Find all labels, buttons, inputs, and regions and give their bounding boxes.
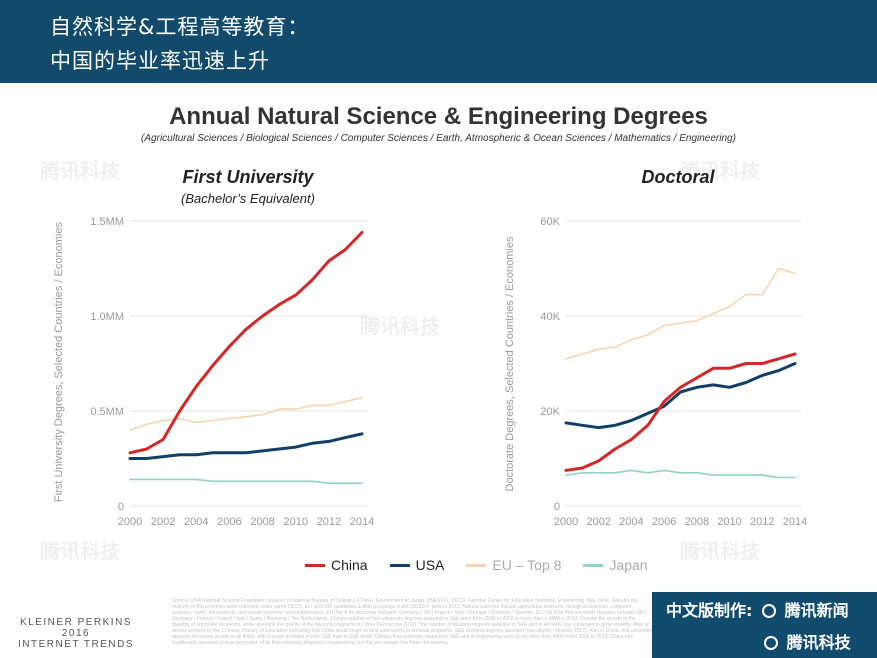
series-line-usa (564, 362, 797, 430)
legend-swatch-eu (466, 563, 487, 567)
x-tick-label: 2014 (783, 516, 807, 528)
badge-row-tech: 腾讯科技 (764, 629, 851, 653)
chart-title: Annual Natural Science & Engineering Deg… (169, 103, 708, 130)
legend-item-usa: USA (389, 557, 445, 573)
legend-swatch-china (305, 563, 325, 567)
watermark-logo: 腾讯科技 (680, 159, 760, 183)
series-line-eu-top-8 (565, 267, 796, 360)
kpcb-logo: KLEINER PERKINS 2016 INTERNET TRENDS (10, 617, 142, 650)
panel-title-first-university: First University (182, 167, 314, 187)
watermark-logo: 腾讯科技 (40, 539, 120, 563)
x-tick-label: 2002 (151, 516, 175, 528)
badge-brand-news: 腾讯新闻 (784, 601, 849, 620)
x-tick-label: 2008 (685, 516, 709, 528)
panel-subtitle-bachelor: (Bachelor’s Equivalent) (181, 191, 315, 206)
y-tick-label: 0 (118, 501, 124, 513)
panel-title-doctoral: Doctoral (641, 167, 715, 187)
x-tick-label: 2008 (250, 516, 274, 528)
chart-subtitle: (Agricultural Sciences / Biological Scie… (141, 133, 736, 144)
header-title-line1: 自然科学&工程高等教育： (50, 15, 310, 39)
x-tick-label: 2012 (750, 516, 774, 528)
series-line-china (564, 352, 797, 472)
series-line-usa (128, 432, 364, 460)
header-title-line2: 中国的毕业率迅速上升 (50, 49, 270, 73)
watermark-logo: 腾讯科技 (680, 539, 760, 563)
y-tick-label: 20K (540, 406, 560, 418)
x-tick-label: 2010 (283, 516, 307, 528)
series-line-japan (129, 478, 363, 485)
x-tick-label: 2006 (217, 516, 241, 528)
series-line-eu-top-8 (129, 396, 363, 431)
series-line-china (128, 230, 364, 455)
x-tick-label: 2014 (350, 516, 374, 528)
x-tick-label: 2000 (554, 516, 578, 528)
legend-item-eu: EU – Top 8 (466, 557, 561, 573)
legend-item-china: China (305, 557, 368, 573)
tencent-logo-icon (761, 604, 776, 618)
y-tick-label: 0 (554, 501, 560, 513)
tencent-logo-icon (764, 636, 778, 650)
y-tick-label: 40K (540, 311, 560, 323)
legend-swatch-usa (389, 563, 410, 567)
report-year: 2016 (61, 628, 91, 639)
x-tick-label: 2012 (317, 516, 341, 528)
legend-label-usa: USA (415, 557, 445, 573)
x-tick-label: 2006 (652, 516, 676, 528)
watermark-logo: 腾讯科技 (360, 314, 440, 338)
watermark-logo: 腾讯科技 (40, 159, 120, 183)
series-line-japan (565, 469, 796, 479)
legend-label-japan: Japan (609, 557, 648, 573)
x-tick-label: 2000 (118, 516, 142, 528)
badge-prefix: 中文版制作: (666, 601, 753, 620)
legend-item-japan: Japan (583, 557, 648, 573)
badge-row-news: 中文版制作: 腾讯新闻 (666, 597, 849, 621)
x-tick-label: 2010 (717, 516, 741, 528)
tencent-badge: 中文版制作: 腾讯新闻 腾讯科技 (652, 592, 877, 658)
y-tick-label: 0.5MM (90, 406, 124, 418)
company-name: KLEINER PERKINS (20, 617, 132, 628)
y-tick-label: 1.0MM (90, 311, 124, 323)
y-tick-label: 1.5MM (90, 216, 124, 228)
header-bar: 自然科学&工程高等教育： 中国的毕业率迅速上升 (0, 0, 877, 83)
legend: China USA EU – Top 8 Japan (305, 557, 670, 573)
legend-swatch-japan (583, 563, 604, 567)
legend-label-eu: EU – Top 8 (492, 557, 562, 573)
source-footnote: Source: USA National Science Foundation … (172, 598, 652, 646)
y-tick-label: 60K (540, 216, 560, 228)
badge-brand-tech: 腾讯科技 (786, 633, 851, 652)
x-tick-label: 2002 (586, 516, 610, 528)
x-tick-label: 2004 (619, 516, 643, 528)
report-name: INTERNET TRENDS (17, 639, 135, 650)
x-tick-label: 2004 (184, 516, 208, 528)
legend-label-china: China (331, 557, 368, 573)
